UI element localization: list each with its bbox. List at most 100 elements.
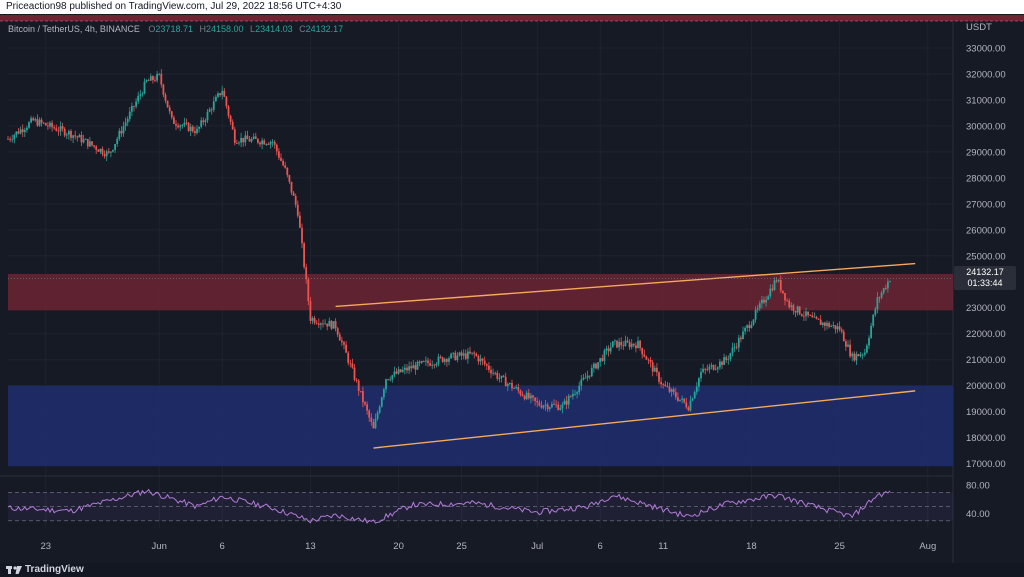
candle-body — [242, 137, 245, 143]
candle-body — [261, 140, 263, 145]
price-tick-label: 25000.00 — [966, 251, 1006, 262]
candle-body — [389, 379, 392, 381]
candle-body — [160, 73, 163, 85]
lower-channel-line[interactable] — [373, 390, 916, 449]
candle-body — [847, 344, 849, 347]
candle-body — [126, 118, 129, 123]
candle-body — [399, 369, 402, 372]
candle-body — [364, 402, 366, 405]
candle-body — [374, 418, 377, 429]
rsi-pane[interactable] — [7, 488, 953, 524]
candle-body — [257, 138, 259, 143]
candle-body — [609, 347, 612, 352]
candle-body — [416, 361, 419, 370]
candle-body — [712, 365, 715, 370]
candle-body — [540, 405, 543, 408]
candle-body — [63, 128, 66, 136]
candle-body — [588, 375, 591, 377]
candle-body — [187, 123, 190, 132]
candle-body — [805, 311, 807, 317]
candle-body — [238, 142, 240, 144]
candles — [7, 69, 891, 429]
candle-body — [40, 119, 43, 123]
candle-body — [70, 131, 72, 138]
candle-body — [821, 322, 824, 325]
last-price-tag: 24132.17 01:33:44 — [954, 266, 1016, 290]
candle-body — [105, 151, 108, 157]
candle-body — [735, 346, 738, 348]
symbol-name[interactable]: Bitcoin / TetherUS, 4h, BINANCE — [8, 24, 140, 34]
candle-body — [544, 404, 547, 406]
candle-body — [61, 126, 64, 129]
candle-body — [328, 320, 331, 327]
candle-body — [889, 281, 891, 283]
candle-body — [284, 165, 287, 168]
candle-body — [137, 95, 140, 102]
candle-body — [884, 288, 887, 289]
candle-body — [351, 363, 354, 368]
candle-body — [38, 119, 41, 126]
candle-body — [103, 154, 106, 157]
candle-body — [733, 346, 736, 348]
candle-body — [819, 319, 822, 325]
price-tick-label: 30000.00 — [966, 121, 1006, 132]
price-tick-label: 20000.00 — [966, 381, 1006, 392]
candle-body — [786, 300, 788, 302]
candle-body — [338, 334, 341, 341]
candle-body — [93, 145, 95, 147]
candle-body — [849, 344, 851, 357]
candle-body — [746, 325, 749, 328]
candle-body — [473, 352, 476, 354]
candle-body — [842, 331, 845, 342]
candle-body — [698, 378, 700, 387]
support-zone — [8, 385, 953, 467]
trendlines[interactable] — [8, 262, 953, 449]
candle-body — [536, 400, 539, 403]
price-tick-label: 27000.00 — [966, 199, 1006, 210]
candle-body — [408, 366, 410, 371]
symbol-legend[interactable]: Bitcoin / TetherUS, 4h, BINANCE O23718.7… — [8, 24, 347, 34]
candle-body — [202, 120, 205, 123]
candle-body — [82, 139, 85, 143]
candle-body — [863, 352, 866, 355]
candle-body — [387, 379, 389, 381]
upper-channel-line[interactable] — [335, 262, 916, 308]
candle-body — [131, 105, 133, 112]
candle-body — [603, 350, 606, 361]
candle-body — [30, 118, 32, 123]
candle-body — [672, 389, 675, 393]
candle-body — [290, 181, 293, 193]
candle-body — [727, 359, 730, 360]
candle-body — [580, 379, 583, 386]
candle-body — [763, 299, 765, 303]
candle-body — [723, 357, 725, 365]
candle-body — [189, 126, 192, 132]
candle-body — [521, 394, 524, 396]
candle-body — [128, 111, 131, 119]
candle-body — [643, 354, 646, 357]
candle-body — [435, 363, 438, 366]
rsi-line[interactable] — [7, 488, 891, 524]
candle-body — [832, 325, 835, 327]
candle-body — [857, 354, 860, 357]
time-tick-label: 13 — [305, 541, 316, 552]
candle-body — [280, 157, 282, 161]
candle-body — [574, 393, 576, 395]
candle-body — [26, 127, 28, 130]
candle-body — [47, 125, 49, 127]
candle-body — [246, 135, 249, 140]
close-label: C — [299, 24, 306, 34]
candle-body — [870, 325, 872, 338]
zones — [8, 273, 953, 467]
candle-body — [410, 366, 413, 369]
candle-body — [546, 404, 549, 410]
candle-body — [597, 362, 599, 369]
candle-body — [265, 144, 268, 145]
candle-body — [658, 372, 660, 382]
candle-body — [28, 122, 30, 128]
candle-body — [204, 120, 207, 123]
candle-body — [498, 378, 501, 379]
candle-body — [721, 361, 723, 365]
candle-body — [830, 326, 833, 327]
